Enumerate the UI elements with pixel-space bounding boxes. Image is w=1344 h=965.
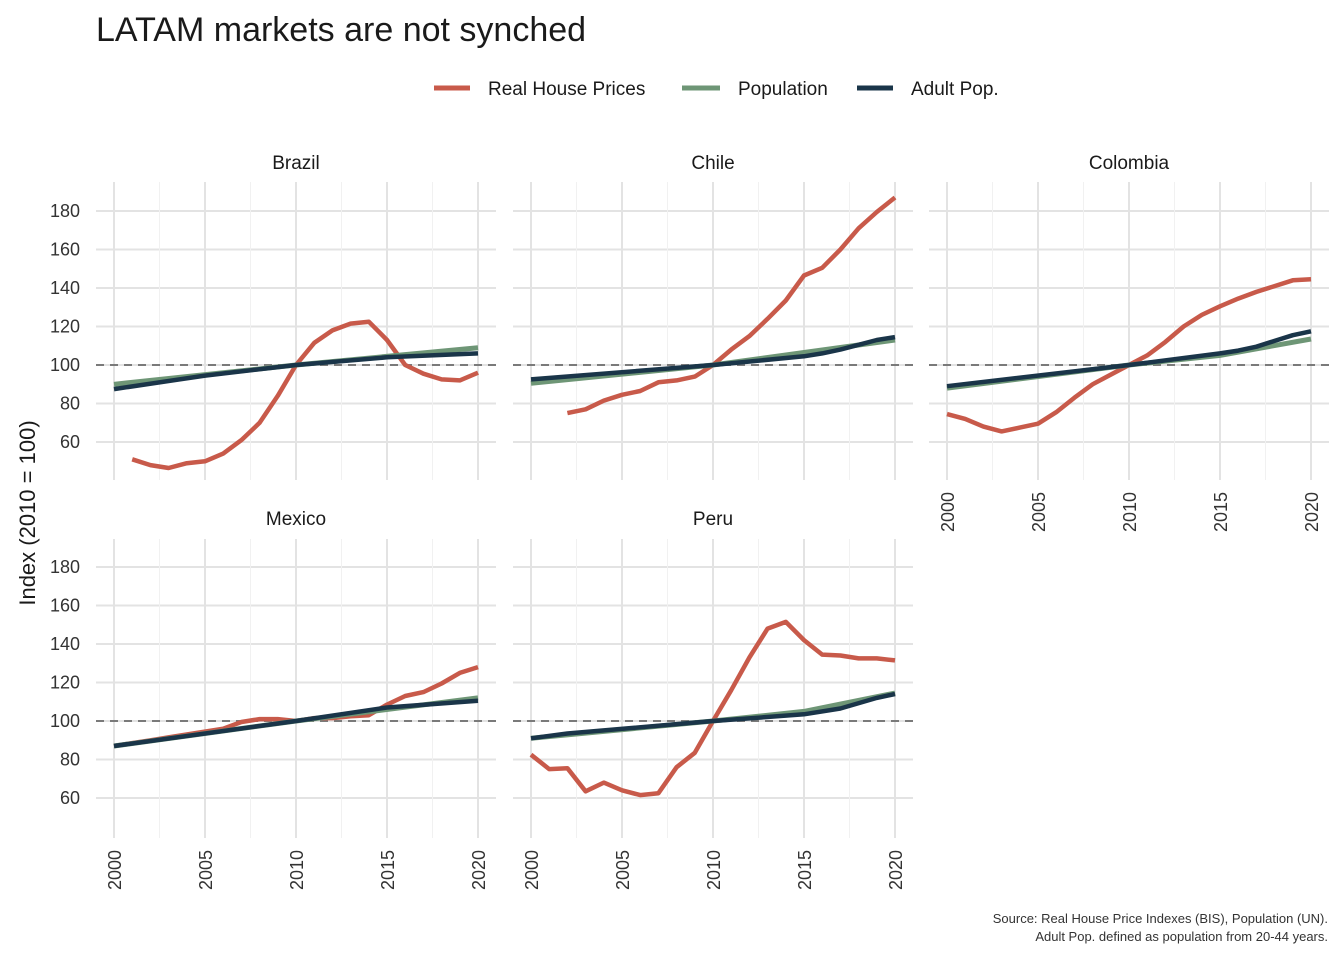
y-tick-label: 120	[50, 317, 80, 337]
x-tick-label: 2020	[886, 850, 906, 890]
x-tick-label: 2015	[378, 850, 398, 890]
y-tick-label: 160	[50, 596, 80, 616]
x-tick-label: 2015	[1211, 492, 1231, 532]
series-line-real-house-prices	[131, 319, 479, 471]
y-tick-label: 180	[50, 201, 80, 221]
panel-strip-label: Mexico	[266, 509, 326, 530]
panel-strip-label: Brazil	[272, 153, 320, 174]
series-line-adult-pop	[530, 691, 896, 741]
x-tick-label: 2010	[287, 850, 307, 890]
gridlines	[96, 539, 496, 838]
legend-item-real-house-prices: Real House Prices	[434, 79, 645, 100]
gridlines	[513, 182, 913, 480]
y-axis-ticks: 60 80 100 120 140 160 180	[50, 201, 80, 452]
y-tick-label: 60	[60, 788, 80, 808]
x-tick-label: 2010	[1120, 492, 1140, 532]
y-tick-label: 60	[60, 432, 80, 452]
y-tick-label: 120	[50, 673, 80, 693]
x-axis-ticks: 2000 2005 2010 2015 2020	[105, 850, 489, 890]
y-axis-ticks: 60 80 100 120 140 160 180	[50, 557, 80, 808]
x-tick-label: 2020	[469, 850, 489, 890]
series-line-adult-pop	[113, 698, 479, 749]
chart-title: LATAM markets are not synched	[96, 11, 586, 49]
series-line-adult-pop	[946, 329, 1312, 389]
gridlines	[513, 539, 913, 838]
x-tick-label: 2005	[196, 850, 216, 890]
caption-line-1: Source: Real House Price Indexes (BIS), …	[993, 911, 1328, 926]
panel-brazil: Brazil 60 80 100 120 140 160 180	[50, 153, 496, 480]
y-tick-label: 140	[50, 634, 80, 654]
series-line-adult-pop	[113, 351, 479, 392]
y-tick-label: 100	[50, 711, 80, 731]
panel-chile: Chile	[513, 153, 913, 480]
legend-item-adult-pop: Adult Pop.	[857, 79, 999, 100]
panel-strip-label: Peru	[693, 509, 733, 530]
y-tick-label: 80	[60, 394, 80, 414]
legend-label: Adult Pop.	[911, 79, 999, 100]
y-tick-label: 100	[50, 355, 80, 375]
x-tick-label: 2000	[105, 850, 125, 890]
caption: Source: Real House Price Indexes (BIS), …	[993, 911, 1328, 944]
legend-label: Real House Prices	[488, 79, 645, 100]
panel-mexico: Mexico 60 80 100 120 140 160 180 2000 2005 2010 201…	[50, 509, 496, 890]
x-tick-label: 2005	[1029, 492, 1049, 532]
legend-item-population: Population	[682, 79, 828, 100]
x-tick-label: 2005	[613, 850, 633, 890]
x-tick-label: 2000	[522, 850, 542, 890]
x-tick-label: 2015	[795, 850, 815, 890]
panel-colombia: Colombia 2000 2005 2010 2015 2020	[929, 153, 1329, 532]
caption-line-2: Adult Pop. defined as population from 20…	[1035, 929, 1328, 944]
series-line-real-house-prices	[566, 195, 897, 416]
panel-strip-label: Chile	[691, 153, 734, 174]
x-tick-label: 2000	[938, 492, 958, 532]
legend-label: Population	[738, 79, 828, 100]
y-tick-label: 140	[50, 278, 80, 298]
gridlines	[929, 182, 1329, 480]
x-tick-label: 2010	[704, 850, 724, 890]
x-axis-ticks: 2000 2005 2010 2015 2020	[938, 492, 1322, 532]
x-tick-label: 2020	[1302, 492, 1322, 532]
y-tick-label: 80	[60, 750, 80, 770]
y-tick-label: 160	[50, 240, 80, 260]
panels: Brazil 60 80 100 120 140 160 180 Chile Colombia 20…	[50, 153, 1329, 890]
series-line-adult-pop	[530, 334, 896, 382]
y-tick-label: 180	[50, 557, 80, 577]
y-axis-title: Index (2010 = 100)	[15, 420, 40, 605]
gridlines	[96, 182, 496, 480]
panel-peru: Peru 2000 2005 2010 2015 2020	[513, 509, 913, 890]
legend: Real House Prices Population Adult Pop.	[434, 79, 999, 100]
x-axis-ticks: 2000 2005 2010 2015 2020	[522, 850, 906, 890]
panel-strip-label: Colombia	[1089, 153, 1170, 174]
